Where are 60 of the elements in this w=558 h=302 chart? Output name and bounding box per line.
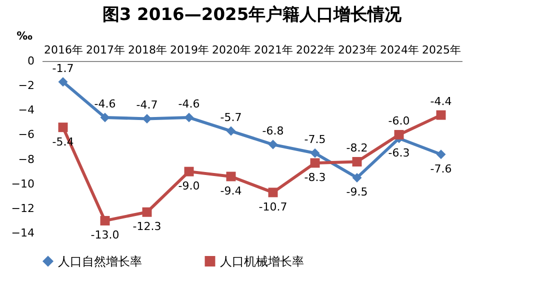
data-label: -9.4 — [220, 184, 242, 198]
y-tick-label: −10 — [11, 177, 34, 190]
data-label: -8.3 — [304, 170, 326, 184]
point — [142, 207, 152, 217]
data-label: -12.3 — [132, 220, 162, 234]
y-tick-label: 0 — [28, 54, 34, 68]
point — [268, 140, 278, 150]
point — [184, 112, 194, 122]
legend-label: 人口自然增长率 — [58, 254, 142, 268]
point — [436, 110, 446, 120]
point — [436, 150, 446, 160]
chart-title: 图3 2016—2025年户籍人口增长情况 — [102, 5, 403, 25]
point — [352, 157, 362, 166]
data-label: -6.3 — [388, 146, 410, 160]
y-tick-label: −14 — [11, 226, 34, 240]
x-tick-label: 2020年 — [212, 44, 251, 56]
y-tick-label: −8 — [18, 152, 34, 166]
x-tick-label: 2022年 — [296, 44, 335, 56]
y-tick-label: −4 — [18, 104, 34, 117]
point — [226, 172, 236, 182]
data-label: -4.6 — [94, 98, 116, 111]
data-label: -6.0 — [388, 114, 410, 128]
data-label: -9.0 — [178, 180, 200, 193]
data-label: -1.7 — [52, 62, 74, 75]
point — [58, 77, 68, 87]
x-tick-label: 2025年 — [422, 44, 461, 56]
data-label: -7.6 — [430, 162, 452, 176]
point — [226, 126, 236, 136]
y-tick-label: −6 — [18, 128, 34, 142]
legend-label: 人口机械增长率 — [220, 254, 304, 268]
x-tick-label: 2019年 — [170, 44, 209, 56]
x-tick-label: 2024年 — [380, 44, 419, 56]
point — [310, 158, 320, 168]
data-label: -13.0 — [90, 228, 120, 242]
x-tick-label: 2023年 — [338, 44, 377, 56]
data-label: -4.7 — [136, 98, 158, 112]
data-label: -10.7 — [258, 200, 288, 214]
data-label: -9.5 — [346, 186, 368, 199]
y-axis-title: ‰ — [16, 30, 33, 42]
data-label: -4.4 — [430, 95, 452, 108]
data-label: -7.5 — [304, 133, 326, 146]
x-tick-label: 2016年 — [44, 44, 83, 56]
x-tick-label: 2017年 — [86, 44, 125, 56]
data-label: -6.8 — [262, 124, 284, 138]
point — [100, 112, 110, 122]
y-tick-label: −12 — [11, 202, 34, 215]
y-tick-label: −2 — [18, 79, 34, 92]
data-label: -5.7 — [220, 111, 242, 124]
x-tick-label: 2018年 — [128, 44, 167, 56]
point — [310, 148, 320, 158]
data-label: -8.2 — [346, 142, 368, 155]
point — [268, 188, 278, 198]
x-tick-label: 2021年 — [254, 44, 293, 56]
point — [58, 122, 68, 132]
point — [184, 166, 194, 176]
point — [394, 130, 404, 140]
point — [142, 114, 152, 124]
point — [100, 216, 110, 226]
data-label: -4.6 — [178, 98, 200, 111]
point — [352, 172, 362, 182]
